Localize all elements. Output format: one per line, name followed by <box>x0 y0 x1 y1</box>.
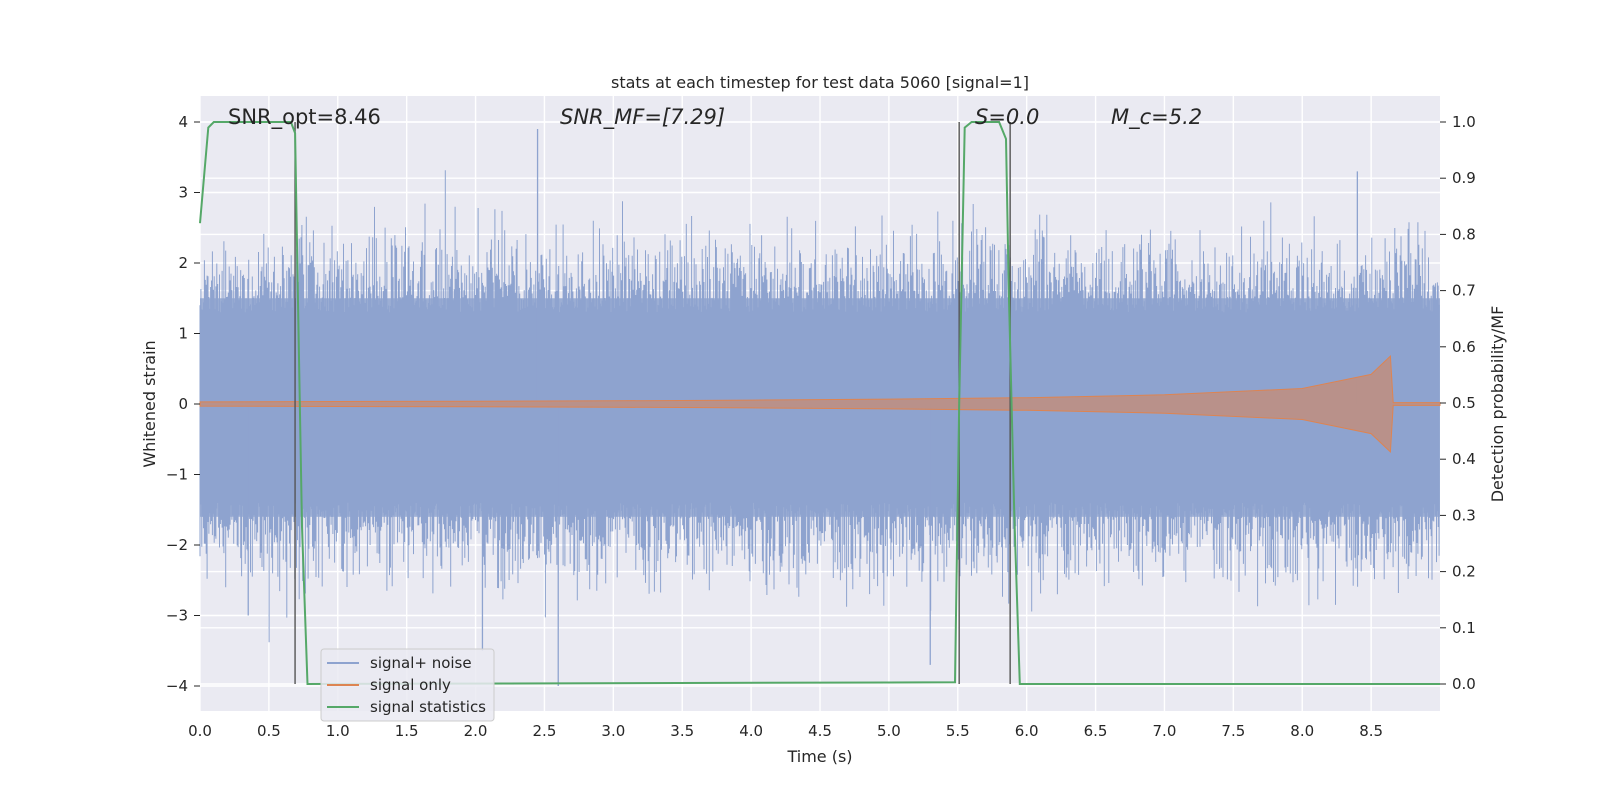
annotation-mc-value: M_c=5.2 <box>1111 105 1202 130</box>
ticks: 0.0 0.5 1.0 1.5 2.0 2.5 3.0 3.5 4.0 4.5 5.0 5.5 6.0 6… <box>166 113 1476 740</box>
x-tick-label: 5.0 <box>877 722 901 740</box>
annotation-snr-opt: SNR_opt=8.46 <box>228 105 381 130</box>
y-tick-label: 4 <box>178 113 188 131</box>
signal-envelope <box>199 354 1441 454</box>
y2-tick-label: 0.1 <box>1452 619 1476 637</box>
legend-label-signal-statistics: signal statistics <box>370 698 486 716</box>
y2-tick-label: 0.2 <box>1452 563 1476 581</box>
y2-tick-label: 0.0 <box>1452 675 1476 693</box>
x-axis-label: Time (s) <box>786 747 852 766</box>
y2-tick-label: 1.0 <box>1452 113 1476 131</box>
legend: signal+ noise signal only signal statist… <box>320 648 495 722</box>
y-tick-label: −1 <box>166 466 188 484</box>
statistics-line <box>199 121 1440 686</box>
series-signal-statistics <box>199 121 1440 686</box>
x-tick-label: 8.5 <box>1359 722 1383 740</box>
x-tick-label: 5.5 <box>946 722 970 740</box>
y2-tick-label: 0.6 <box>1452 338 1476 356</box>
y-tick-label: −4 <box>166 677 188 695</box>
y2-axis-label: Detection probability/MF <box>1488 306 1507 503</box>
y-tick-label: −3 <box>166 607 188 625</box>
annotation-s-value: S=0.0 <box>975 105 1039 129</box>
y-tick-label: 2 <box>178 254 188 272</box>
chart-title: stats at each timestep for test data 506… <box>611 73 1029 92</box>
x-tick-label: 1.0 <box>326 722 350 740</box>
x-tick-label: 0.0 <box>188 722 212 740</box>
legend-box <box>320 648 495 722</box>
y2-tick-label: 0.5 <box>1452 394 1476 412</box>
y-axis-label: Whitened strain <box>140 340 159 467</box>
legend-label-signal-plus-noise: signal+ noise <box>370 654 472 672</box>
x-tick-label: 4.5 <box>808 722 832 740</box>
y2-tick-label: 0.4 <box>1452 450 1476 468</box>
x-tick-label: 3.5 <box>670 722 694 740</box>
y2-tick-label: 0.7 <box>1452 282 1476 300</box>
x-tick-label: 8.0 <box>1290 722 1314 740</box>
series-signal-only <box>199 354 1441 454</box>
y-tick-label: −2 <box>166 536 188 554</box>
x-tick-label: 4.0 <box>739 722 763 740</box>
annotation-snr-mf: SNR_MF=[7.29] <box>560 105 725 130</box>
x-tick-label: 7.0 <box>1153 722 1177 740</box>
x-tick-label: 1.5 <box>395 722 419 740</box>
y2-tick-label: 0.3 <box>1452 506 1476 524</box>
y2-tick-label: 0.8 <box>1452 225 1476 243</box>
x-tick-label: 7.5 <box>1221 722 1245 740</box>
y-tick-label: 1 <box>178 325 188 343</box>
x-tick-label: 2.0 <box>464 722 488 740</box>
x-tick-label: 0.5 <box>257 722 281 740</box>
x-tick-label: 3.0 <box>601 722 625 740</box>
x-tick-label: 2.5 <box>533 722 557 740</box>
y-tick-label: 0 <box>178 395 188 413</box>
legend-label-signal-only: signal only <box>370 676 451 694</box>
x-tick-label: 6.0 <box>1015 722 1039 740</box>
y-tick-label: 3 <box>178 184 188 202</box>
y2-tick-label: 0.9 <box>1452 169 1476 187</box>
x-tick-label: 6.5 <box>1084 722 1108 740</box>
annotations: SNR_opt=8.46 SNR_MF=[7.29] S=0.0 M_c=5.2 <box>228 105 1202 130</box>
